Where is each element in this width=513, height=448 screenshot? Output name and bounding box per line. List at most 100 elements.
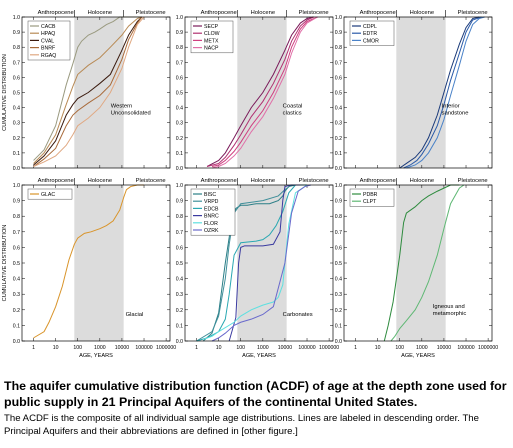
y-tick-label: 0.9 xyxy=(335,199,342,205)
period-label: Holocene xyxy=(88,10,113,16)
y-tick-label: 0.8 xyxy=(13,214,20,220)
x-tick-label: 1000000 xyxy=(478,345,498,351)
plot-frame xyxy=(343,184,493,342)
legend-label: BISC xyxy=(204,192,216,198)
x-tick-label: 1 xyxy=(32,345,35,351)
y-tick-label: 0.2 xyxy=(335,308,342,314)
period-label: Holocene xyxy=(251,178,276,184)
legend-box xyxy=(349,188,395,207)
chart-panel-3: Anthropocene Holocene Pleistocene 0.0 0.1 0.2… xyxy=(335,10,493,172)
y-tick-label: 0.8 xyxy=(13,45,20,51)
x-tick-label: 100000 xyxy=(457,345,474,351)
panel-annotation: Carbonates xyxy=(283,312,313,318)
series-line-rgaq xyxy=(33,16,145,167)
y-tick-label: 0.5 xyxy=(13,91,20,97)
y-tick-label: 0.4 xyxy=(335,106,342,112)
x-axis-label: AGE, YEARS xyxy=(242,353,276,359)
y-tick-label: 0.0 xyxy=(176,166,183,172)
caption-body: The ACDF is the composite of all individ… xyxy=(4,413,479,437)
y-tick-label: 0.0 xyxy=(176,339,183,345)
y-tick-label: 0.5 xyxy=(13,261,20,267)
y-axis-label: CUMULATIVE DISTRIBUTION xyxy=(2,225,8,302)
panel-annotation: Interior xyxy=(442,104,460,110)
period-label: Anthropocene xyxy=(38,178,74,184)
y-tick-label: 0.4 xyxy=(176,106,183,112)
x-tick-label: 10 xyxy=(375,345,381,351)
y-tick-label: 0.7 xyxy=(335,230,342,236)
y-tick-label: 0.8 xyxy=(335,214,342,220)
panel-annotation: metamorphic xyxy=(433,311,467,317)
chart-panel-1: Anthropocene Holocene Pleistocene 0.0 0.1 0.2… xyxy=(2,10,171,172)
period-label: Pleistocene xyxy=(299,178,329,184)
y-tick-label: 0.4 xyxy=(335,277,342,283)
panel-annotation: sandstone xyxy=(442,111,469,117)
plot-frame xyxy=(21,184,171,342)
series-line-vrpd xyxy=(196,184,301,342)
y-tick-label: 0.3 xyxy=(13,121,20,127)
series-line-nacp xyxy=(211,16,318,169)
y-tick-label: 1.0 xyxy=(176,15,183,21)
y-tick-label: 0.0 xyxy=(335,339,342,345)
holocene-shaded-band xyxy=(237,185,287,341)
y-tick-label: 0.2 xyxy=(176,136,183,142)
holocene-shaded-band xyxy=(74,17,124,168)
plot-frame xyxy=(184,184,334,342)
y-tick-label: 1.0 xyxy=(13,183,20,189)
period-label: Holocene xyxy=(410,10,435,16)
y-tick-label: 0.7 xyxy=(13,230,20,236)
y-tick-label: 0.9 xyxy=(13,199,20,205)
legend-label: EDCB xyxy=(204,206,219,212)
y-tick-label: 0.5 xyxy=(176,261,183,267)
legend-label: CLOW xyxy=(204,31,220,37)
plot-frame xyxy=(21,16,171,169)
x-tick-label: 10 xyxy=(216,345,222,351)
x-tick-label: 100 xyxy=(395,345,404,351)
holocene-shaded-band xyxy=(74,185,124,341)
y-tick-label: 0.8 xyxy=(176,214,183,220)
legend-label: CDPL xyxy=(363,24,377,30)
chart-panel-5: Anthropocene Holocene Pleistocene 0.0 0.1 0.2… xyxy=(176,178,339,359)
y-tick-label: 0.1 xyxy=(335,151,342,157)
plot-frame xyxy=(343,16,493,169)
y-tick-label: 0.8 xyxy=(176,45,183,51)
y-tick-label: 0.6 xyxy=(335,75,342,81)
y-tick-label: 0.6 xyxy=(176,245,183,251)
y-tick-label: 0.9 xyxy=(335,30,342,36)
series-line-edtr xyxy=(403,16,482,169)
legend-label: CVAL xyxy=(41,38,54,44)
holocene-shaded-band xyxy=(237,17,287,168)
chart-panel-2: Anthropocene Holocene Pleistocene 0.0 0.1 0.2… xyxy=(176,10,334,172)
y-tick-label: 0.4 xyxy=(13,277,20,283)
y-tick-label: 0.5 xyxy=(176,91,183,97)
legend-label: EDTR xyxy=(363,31,377,37)
y-tick-label: 0.4 xyxy=(13,106,20,112)
series-line-ozrk xyxy=(211,184,312,342)
series-line-cdpl xyxy=(399,16,480,169)
legend-box xyxy=(190,188,236,236)
y-tick-label: 0.3 xyxy=(13,292,20,298)
legend-label: BNRC xyxy=(204,214,219,220)
y-axis-label: CUMULATIVE DISTRIBUTION xyxy=(2,54,8,131)
y-tick-label: 0.0 xyxy=(13,339,20,345)
y-tick-label: 1.0 xyxy=(13,15,20,21)
x-tick-label: 100 xyxy=(236,345,245,351)
period-label: Pleistocene xyxy=(458,10,488,16)
x-tick-label: 100000 xyxy=(298,345,315,351)
y-tick-label: 0.3 xyxy=(335,292,342,298)
y-tick-label: 0.3 xyxy=(335,121,342,127)
legend-label: BNRF xyxy=(41,46,55,52)
legend-label: METX xyxy=(204,38,219,44)
y-tick-label: 0.6 xyxy=(13,75,20,81)
x-tick-label: 1000 xyxy=(416,345,428,351)
y-tick-label: 0.6 xyxy=(335,245,342,251)
x-tick-label: 1000 xyxy=(94,345,106,351)
panel-annotation: Glacial xyxy=(126,312,144,318)
caption-title: The aquifer cumulative distribution func… xyxy=(4,379,507,409)
x-axis-label: AGE, YEARS xyxy=(401,353,435,359)
acdf-figure: Anthropocene Holocene Pleistocene 0.0 0.1 0.2… xyxy=(2,10,498,359)
y-tick-label: 0.1 xyxy=(335,323,342,329)
legend-label: FLOR xyxy=(204,221,218,227)
x-tick-label: 1 xyxy=(354,345,357,351)
y-tick-label: 0.3 xyxy=(176,292,183,298)
period-label: Anthropocene xyxy=(201,10,237,16)
